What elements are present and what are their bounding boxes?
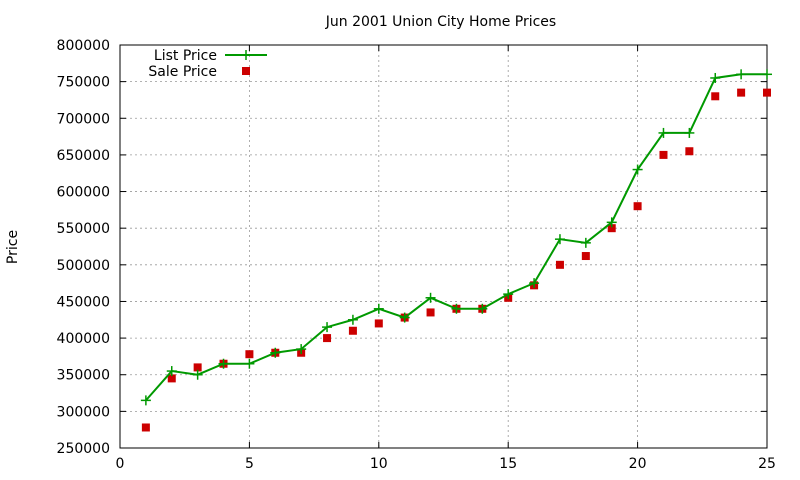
list-price-point <box>503 289 514 300</box>
list-price-point <box>736 69 747 80</box>
y-tick-label: 600000 <box>57 185 110 201</box>
list-price-point <box>347 314 358 325</box>
sale-price-point <box>323 334 332 343</box>
list-price-point <box>606 217 617 228</box>
list-price-point <box>296 344 307 355</box>
y-tick-label: 750000 <box>57 75 110 91</box>
chart-title: Jun 2001 Union City Home Prices <box>325 14 556 30</box>
sale-price-point <box>374 319 383 328</box>
sale-price-point <box>193 363 202 372</box>
legend-label-list-price: List Price <box>154 48 217 64</box>
y-tick-label: 300000 <box>57 404 110 420</box>
list-price-point <box>373 303 384 314</box>
list-price-point <box>632 164 643 175</box>
y-tick-label: 800000 <box>57 38 110 54</box>
list-price-point <box>684 127 695 138</box>
sale-price-point <box>141 423 150 432</box>
x-tick-label: 0 <box>116 456 125 472</box>
y-tick-label: 350000 <box>57 368 110 384</box>
legend-label-sale-price: Sale Price <box>148 64 217 80</box>
grid <box>120 45 767 448</box>
plot-border <box>119 44 768 449</box>
sale-price-point <box>685 147 694 156</box>
y-tick-label: 400000 <box>57 331 110 347</box>
axis-ticks: 0 5 10 15 20 25 250000 300000 350000 400000 450000… <box>57 38 776 472</box>
y-tick-label: 500000 <box>57 258 110 274</box>
list-price-point <box>322 322 333 333</box>
list-price-point <box>554 234 565 245</box>
y-tick-label: 700000 <box>57 111 110 127</box>
sale-price-point <box>245 350 254 359</box>
list-price-point <box>140 395 151 406</box>
x-tick-label: 5 <box>245 456 254 472</box>
list-price-point <box>580 237 591 248</box>
list-price-point <box>244 358 255 369</box>
y-tick-label: 450000 <box>57 294 110 310</box>
sale-price-point <box>348 326 357 335</box>
sale-price-point <box>737 88 746 97</box>
list-price-point <box>166 366 177 377</box>
list-price-point <box>270 347 281 358</box>
sale-price-point <box>555 260 564 269</box>
x-tick-label: 25 <box>758 456 776 472</box>
sale-price-point <box>659 150 668 159</box>
y-tick-label: 250000 <box>57 441 110 457</box>
y-tick-label: 550000 <box>57 221 110 237</box>
x-tick-label: 15 <box>499 456 517 472</box>
sale-price-point <box>711 92 720 101</box>
series-layer <box>140 69 772 432</box>
x-tick-label: 10 <box>370 456 388 472</box>
list-price-point <box>658 127 669 138</box>
list-price-point <box>477 303 488 314</box>
sale-price-point <box>763 88 771 97</box>
list-price-point <box>710 72 721 83</box>
sale-price-point <box>607 224 616 233</box>
list-price-point <box>425 292 436 303</box>
list-price-point <box>451 303 462 314</box>
sale-price-point <box>633 202 642 211</box>
x-tick-label: 20 <box>629 456 647 472</box>
list-price-point <box>529 278 540 289</box>
list-price-point <box>399 312 410 323</box>
y-axis-label: Price <box>5 230 21 264</box>
legend-swatch-sale-price <box>242 67 250 75</box>
list-price-point <box>762 69 772 80</box>
sale-price-point <box>167 374 176 383</box>
sale-price-point <box>426 308 435 317</box>
y-tick-label: 650000 <box>57 148 110 164</box>
list-price-point <box>192 369 203 380</box>
list-price-point <box>218 358 229 369</box>
sale-price-point <box>581 252 590 261</box>
